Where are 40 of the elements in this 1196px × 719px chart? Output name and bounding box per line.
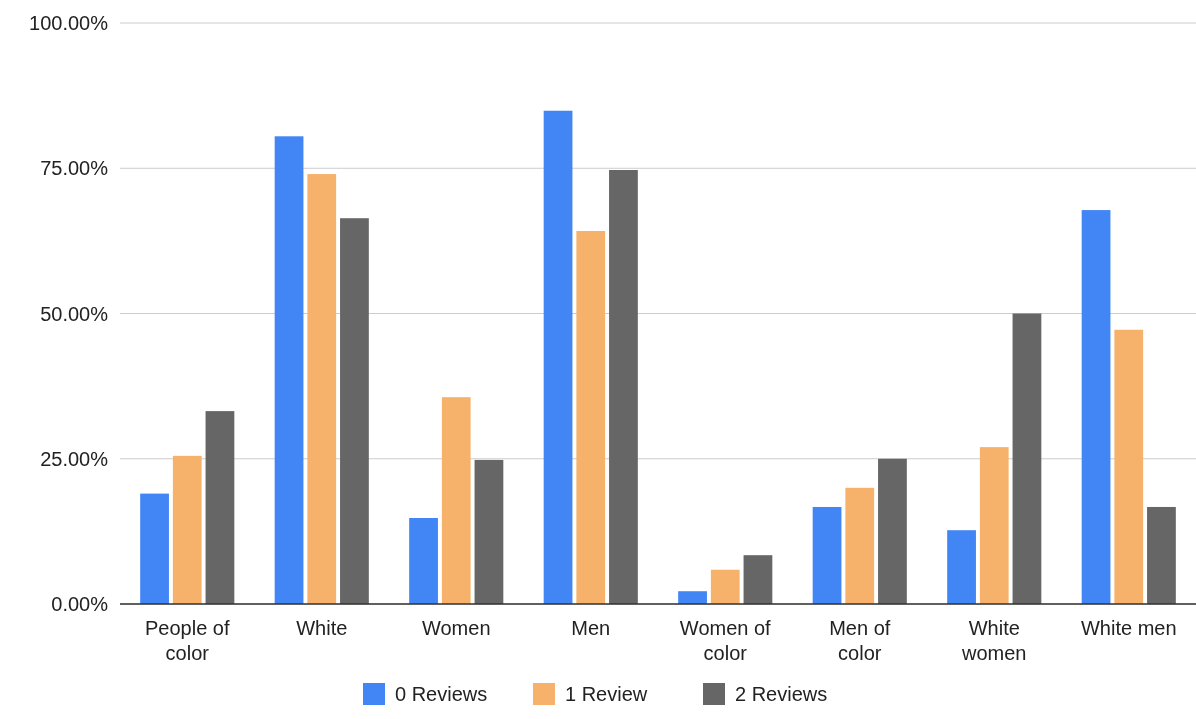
bar (812, 506, 842, 604)
bar (1081, 210, 1111, 604)
legend-label: 2 Reviews (735, 683, 828, 705)
bar (1114, 329, 1144, 604)
bar (576, 231, 606, 604)
bar (474, 459, 504, 604)
bar (274, 136, 304, 604)
bar (845, 487, 875, 604)
y-tick-label: 25.00% (40, 447, 109, 470)
bar (1012, 313, 1042, 604)
legend-label: 0 Reviews (395, 683, 488, 705)
x-tick-label: White men (1080, 617, 1177, 639)
bar (409, 518, 438, 604)
bar (1147, 506, 1176, 604)
bar (878, 458, 907, 604)
legend-label: 1 Review (565, 683, 648, 705)
bar (205, 411, 235, 604)
x-tick-label: White (296, 617, 348, 639)
bar (678, 591, 707, 604)
y-tick-label: 0.00% (51, 593, 109, 615)
y-tick-label: 100.00% (29, 12, 109, 34)
bar (743, 555, 773, 604)
bar (947, 530, 976, 604)
bar (543, 110, 573, 604)
bar (307, 174, 337, 604)
bar (441, 397, 471, 604)
x-tick-label: Women of color (679, 617, 772, 664)
x-tick-label: People of color (144, 617, 230, 664)
y-tick-label: 75.00% (40, 157, 109, 180)
x-tick-label: Men (571, 617, 611, 639)
x-tick-label: Men of color (829, 617, 891, 664)
bar (340, 218, 369, 604)
bar (172, 455, 202, 604)
x-tick-label: White women (961, 617, 1027, 664)
bar (710, 569, 740, 604)
bar (979, 447, 1009, 604)
y-tick-label: 50.00% (40, 302, 109, 325)
bar (609, 169, 638, 604)
bar (140, 493, 169, 604)
x-tick-label: Women (421, 617, 491, 639)
